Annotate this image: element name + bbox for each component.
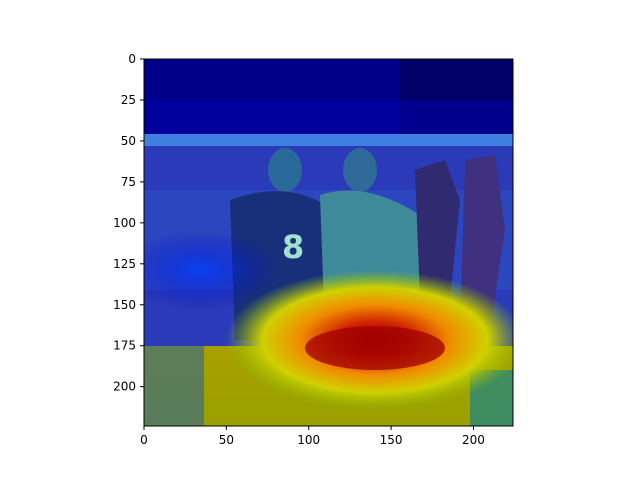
y-tick-label: 100: [113, 216, 136, 230]
y-tick-label: 0: [128, 52, 136, 66]
y-tick-label: 150: [113, 298, 136, 312]
y-axis: 0 25 50 75 100 125 150 175 200: [113, 52, 144, 394]
plot-area: 8: [144, 59, 513, 426]
y-tick-label: 175: [113, 339, 136, 353]
background-people: [415, 160, 460, 300]
y-tick-label: 50: [121, 134, 136, 148]
background-person-right: [460, 155, 505, 330]
axes-frame: [143, 58, 514, 427]
x-tick-label: 0: [140, 433, 148, 447]
jersey-number: 8: [282, 228, 304, 266]
y-tick-label: 125: [113, 257, 136, 271]
x-tick-label: 100: [297, 433, 320, 447]
y-tick-label: 200: [113, 380, 136, 394]
x-tick-label: 150: [380, 433, 403, 447]
x-tick-label: 200: [462, 433, 485, 447]
person-middle-head: [343, 148, 377, 192]
x-tick-label: 50: [219, 433, 234, 447]
y-tick-label: 75: [121, 175, 136, 189]
heatmap-peak: [305, 326, 445, 370]
heatmap-top-mid: [144, 100, 513, 134]
y-tick-label: 25: [121, 93, 136, 107]
heatmap-bottom-left: [144, 346, 204, 426]
heatmap-cool-patch: [144, 230, 280, 310]
x-axis: 0 50 100 150 200: [140, 426, 485, 447]
person-left-head: [268, 148, 302, 192]
field-band: [144, 134, 513, 146]
